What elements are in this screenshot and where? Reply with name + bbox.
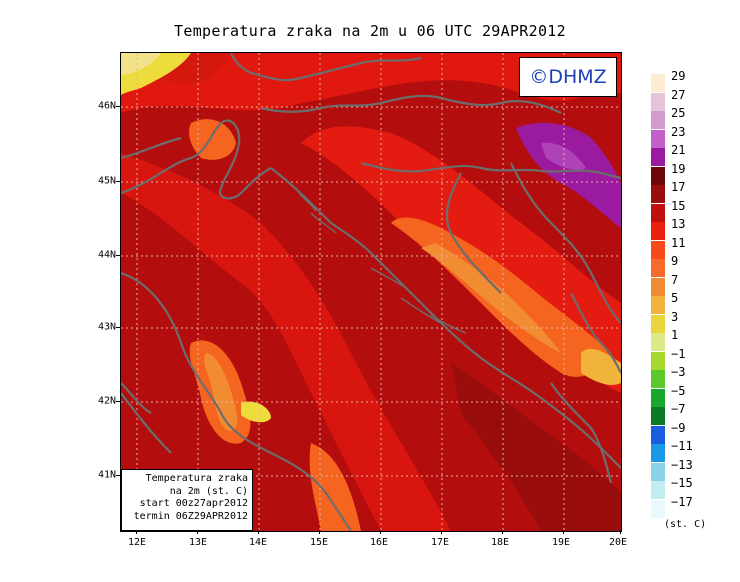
page-title: Temperatura zraka na 2m u 06 UTC 29APR20… (174, 22, 566, 40)
legend-swatch (651, 388, 665, 407)
y-tickmark (116, 475, 120, 476)
legend-swatch (651, 148, 665, 166)
legend-label: −7 (671, 402, 686, 416)
info-line-termin: termin 06Z29APR2012 (133, 510, 248, 522)
legend-label: −5 (671, 383, 686, 398)
y-tickmark (116, 106, 120, 107)
x-tick-label: 14E (248, 537, 268, 548)
y-tickmark (116, 327, 120, 328)
x-tickmark (319, 530, 320, 534)
x-tick-label: 13E (188, 537, 208, 548)
y-tick-label: 45N (97, 175, 116, 187)
legend-label: −17 (671, 494, 693, 509)
x-tick-label: 15E (309, 537, 329, 548)
legend-label: 3 (671, 309, 679, 324)
y-tick-label: 46N (97, 100, 116, 112)
legend-label: 7 (671, 272, 679, 287)
legend-label: −1 (671, 346, 686, 361)
legend-label: 15 (671, 198, 686, 213)
legend-label: 21 (671, 143, 686, 157)
legend-swatch (651, 203, 665, 222)
legend-swatch (651, 333, 665, 351)
info-line-units: na 2m (st. C) (169, 485, 248, 497)
x-tickmark (620, 530, 621, 534)
x-tick-label: 16E (369, 537, 389, 548)
y-tick-label: 43N (97, 321, 116, 333)
y-tickmark (116, 255, 120, 256)
legend-label: −13 (671, 457, 693, 472)
y-tick-label: 42N (97, 395, 116, 407)
legend-swatch (651, 185, 665, 203)
legend-swatch (651, 444, 665, 462)
legend-swatch (651, 166, 665, 185)
dhmz-brand-logo: ©DHMZ (519, 57, 617, 97)
legend-label: 25 (671, 106, 686, 120)
legend-swatch (651, 407, 665, 425)
legend-label: 13 (671, 217, 686, 231)
legend-swatch (651, 296, 665, 314)
legend-label: −15 (671, 476, 693, 490)
x-tickmark (258, 530, 259, 534)
x-tick-label: 19E (551, 537, 571, 548)
info-box: Temperatura zraka na 2m (st. C) start 00… (121, 469, 253, 531)
x-tick-label: 18E (490, 537, 510, 548)
x-tickmark (563, 530, 564, 534)
x-tickmark (136, 530, 137, 534)
info-line-variable: Temperatura zraka (145, 473, 248, 484)
legend-label: −9 (671, 420, 686, 435)
legend-label: 1 (671, 328, 679, 342)
legend-label: 23 (671, 124, 686, 139)
legend-swatch (651, 314, 665, 333)
legend-swatch (651, 92, 665, 111)
x-tickmark (441, 530, 442, 534)
legend-label: 29 (671, 69, 686, 83)
legend-swatch (651, 111, 665, 129)
legend-swatch (651, 277, 665, 296)
legend-swatch (651, 74, 665, 92)
map-frame: ©DHMZ Temperatura zraka na 2m (st. C) st… (120, 52, 622, 532)
legend-label: −11 (671, 439, 693, 453)
legend-label: 5 (671, 291, 679, 305)
legend-swatch (651, 425, 665, 444)
legend-swatch (651, 499, 665, 518)
legend-label: 19 (671, 161, 686, 176)
temperature-field-map (121, 53, 621, 531)
x-tick-label: 20E (608, 537, 628, 548)
legend-label: 27 (671, 87, 686, 102)
legend-label: 17 (671, 180, 686, 194)
y-tickmark (116, 401, 120, 402)
info-line-start: start 00z27apr2012 (139, 498, 248, 509)
y-tick-label: 44N (97, 249, 116, 261)
x-tickmark (197, 530, 198, 534)
legend-swatch (651, 351, 665, 370)
legend-swatch (651, 240, 665, 259)
y-tickmark (116, 181, 120, 182)
legend-swatch (651, 259, 665, 277)
x-tickmark (502, 530, 503, 534)
legend-label: 11 (671, 235, 686, 250)
legend-label: −3 (671, 365, 686, 379)
legend-units: (st. C) (664, 519, 707, 530)
legend-label: 9 (671, 254, 679, 268)
legend-swatch (651, 370, 665, 388)
legend-swatch (651, 129, 665, 148)
y-tick-label: 41N (97, 469, 116, 481)
legend-swatch (651, 222, 665, 240)
x-tickmark (380, 530, 381, 534)
legend-swatch (651, 462, 665, 481)
x-tick-label: 17E (430, 537, 450, 548)
legend-swatch (651, 481, 665, 499)
x-tick-label: 12E (127, 537, 147, 548)
